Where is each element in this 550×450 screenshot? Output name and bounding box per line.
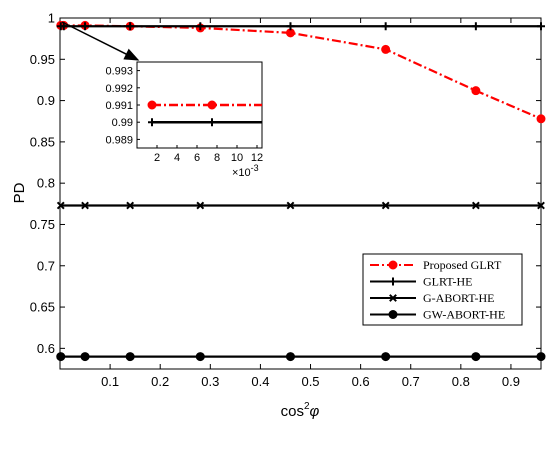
data-point — [286, 22, 295, 31]
x-tick-label: 0.8 — [452, 374, 470, 389]
inset-x-multiplier-exponent: -3 — [251, 163, 259, 173]
data-point — [536, 114, 546, 124]
inset-data-point — [147, 100, 157, 110]
inset-data-point — [208, 118, 216, 127]
data-point — [285, 352, 295, 362]
legend-entry-label: GLRT-HE — [423, 275, 473, 289]
x-tick-label: 0.9 — [502, 374, 520, 389]
data-point — [286, 201, 295, 210]
data-point — [381, 22, 390, 31]
data-point — [81, 201, 89, 210]
y-tick-label: 0.85 — [30, 134, 55, 149]
data-point — [56, 352, 66, 362]
x-axis-label-base: cos — [281, 403, 304, 420]
inset-y-tick-label: 0.989 — [105, 134, 133, 146]
data-point — [81, 22, 90, 31]
data-point — [381, 44, 391, 54]
legend-swatch-marker — [389, 277, 397, 286]
data-point — [196, 22, 205, 31]
inset-y-tick-label: 0.991 — [105, 100, 133, 112]
x-tick-label: 0.6 — [352, 374, 370, 389]
x-tick-label: 0.1 — [101, 374, 119, 389]
zoom-arrow — [61, 21, 140, 61]
y-tick-label: 0.65 — [30, 300, 55, 315]
data-point — [471, 22, 480, 31]
data-point — [195, 352, 205, 362]
data-point — [471, 352, 481, 362]
x-tick-label: 0.2 — [151, 374, 169, 389]
data-point — [381, 201, 390, 210]
x-tick-label: 0.4 — [251, 374, 269, 389]
inset-axes: 2 4 6 8 10 12 0.989 0.99 0.991 0.992 0.993 ×10-3 — [105, 61, 263, 179]
x-tick-label: 0.3 — [201, 374, 219, 389]
y-tick-label: 0.95 — [30, 52, 55, 67]
inset-y-tick-label: 0.992 — [105, 83, 133, 95]
y-tick-label: 1 — [48, 11, 55, 26]
data-point — [56, 201, 65, 210]
legend-swatch-marker — [388, 260, 398, 270]
inset-x-tick-label: 4 — [174, 152, 180, 164]
data-point — [125, 352, 135, 362]
legend-entry-label: G-ABORT-HE — [423, 291, 495, 305]
legend-entry-label: GW-ABORT-HE — [423, 308, 505, 322]
data-point — [536, 352, 546, 362]
inset-data-point — [207, 100, 217, 110]
inset-x-tick-label: 6 — [194, 152, 200, 164]
data-point — [80, 352, 90, 362]
x-tick-label: 0.7 — [402, 374, 420, 389]
marks-layer: 0.1 0.2 0.3 0.4 0.5 0.6 0.7 0.8 0.9 0.6 0.65 0.7 0.7… — [30, 11, 546, 389]
data-point — [126, 22, 135, 31]
inset-x-multiplier: ×10-3 — [232, 163, 259, 179]
inset-x-tick-label: 8 — [214, 152, 220, 164]
y-tick-label: 0.9 — [37, 93, 55, 108]
x-axis-label-variable: φ — [310, 403, 320, 420]
data-point — [471, 86, 481, 96]
y-tick-label: 0.75 — [30, 217, 55, 232]
inset-x-multiplier-base: ×10 — [232, 167, 251, 179]
inset-y-tick-label: 0.993 — [105, 66, 133, 78]
y-tick-label: 0.7 — [37, 258, 55, 273]
x-tick-label: 0.5 — [301, 374, 319, 389]
data-point — [537, 201, 545, 210]
legend: Proposed GLRT GLRT-HE G-ABORT-HE GW-ABORT-H… — [362, 253, 523, 326]
y-tick-label: 0.8 — [37, 176, 55, 191]
inset-x-tick-label: 2 — [154, 152, 160, 164]
data-point — [196, 201, 205, 210]
data-point — [126, 201, 135, 210]
data-point — [537, 22, 545, 31]
inset-data-point — [148, 118, 156, 127]
inset-y-tick-label: 0.99 — [112, 117, 133, 129]
y-tick-label: 0.6 — [37, 341, 55, 356]
data-point — [381, 352, 391, 362]
x-axis-label: cos2φ — [281, 401, 320, 420]
legend-swatch-marker — [389, 294, 397, 302]
legend-swatch-marker — [388, 310, 398, 319]
inset-x-tick-label: 10 — [231, 152, 243, 164]
x-axis-label-superscript: 2 — [304, 401, 310, 412]
y-axis-label: PD — [11, 182, 28, 203]
data-point — [471, 201, 480, 210]
inset-x-tick-label: 12 — [251, 152, 263, 164]
legend-entry-label: Proposed GLRT — [423, 258, 502, 272]
